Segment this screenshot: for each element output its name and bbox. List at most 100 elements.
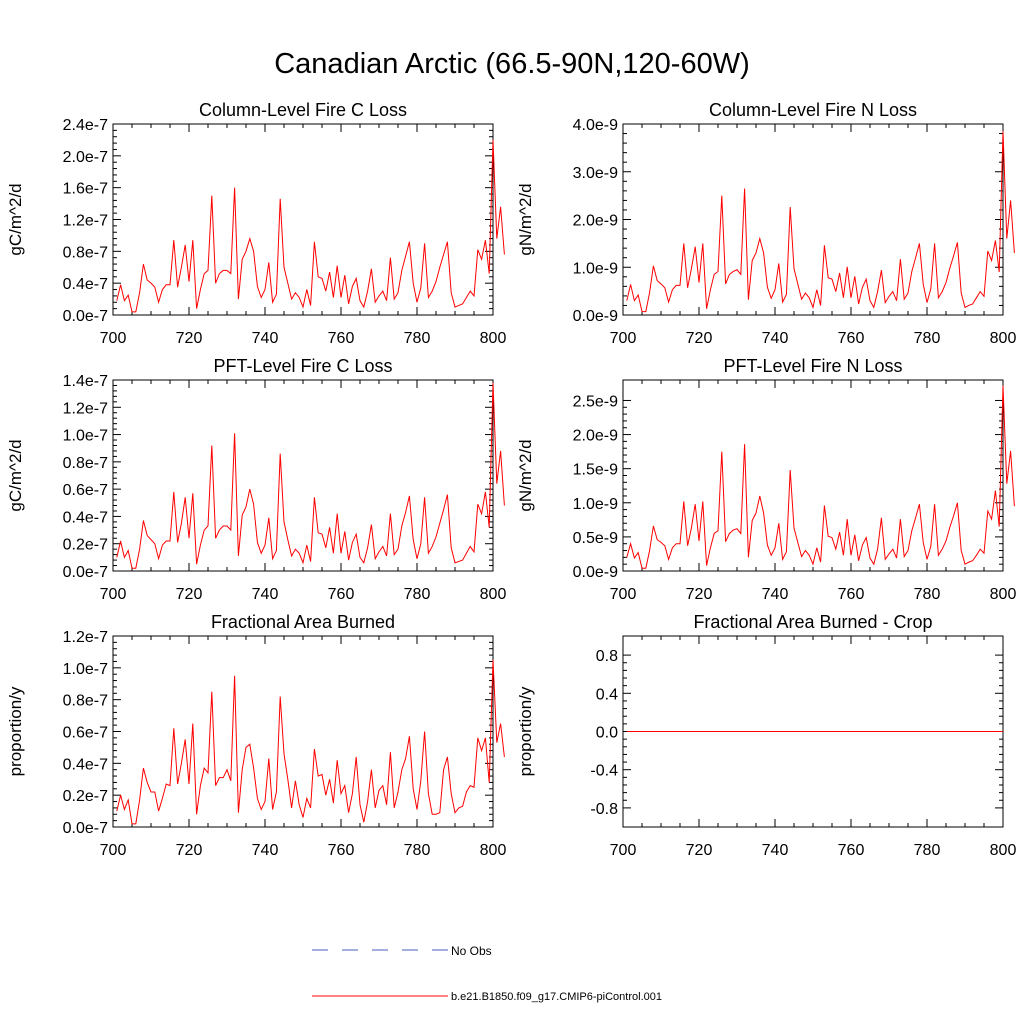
x-tick-label: 700	[610, 842, 637, 859]
y-tick-label: 1.0e-9	[573, 260, 618, 277]
x-tick-label: 800	[990, 842, 1017, 859]
y-tick-label: 0.5e-9	[573, 530, 618, 547]
y-tick-label: 0.4	[596, 686, 618, 703]
x-tick-label: 720	[686, 842, 713, 859]
x-tick-label: 780	[914, 842, 941, 859]
y-tick-label: 4.0e-9	[573, 117, 618, 134]
plot-frame	[622, 123, 1004, 316]
y-tick-label: 0.2e-7	[63, 788, 108, 805]
y-tick-label: 0.6e-7	[63, 725, 108, 742]
series-line	[626, 131, 1015, 313]
x-tick-label: 700	[100, 586, 127, 603]
chart-panel-4: PFT-Level Fire N Loss gN/m^2/d 700 720 740 76…	[516, 356, 1016, 603]
x-tick-label: 760	[838, 842, 865, 859]
y-tick-label: 0.0e-9	[573, 564, 618, 581]
x-tick-label: 800	[990, 330, 1017, 347]
x-tick-label: 720	[176, 842, 203, 859]
x-tick-label: 800	[480, 330, 507, 347]
y-tick-label: 2.4e-7	[63, 117, 108, 134]
x-tick-label: 720	[176, 586, 203, 603]
y-tick-label: 1.2e-7	[63, 629, 108, 646]
x-tick-label: 700	[610, 586, 637, 603]
y-tick-label: 1.0e-7	[63, 661, 108, 678]
chart-panel-6: Fractional Area Burned - Crop proportion/…	[516, 612, 1016, 859]
y-tick-label: 0.4e-7	[63, 276, 108, 293]
y-tick-label: 1.2e-7	[63, 400, 108, 417]
y-tick-label: 2.5e-9	[573, 393, 618, 410]
x-tick-label: 700	[100, 330, 127, 347]
x-tick-label: 740	[252, 586, 279, 603]
chart-panel-1: Column-Level Fire C Loss gC/m^2/d 700 720 74…	[6, 100, 506, 347]
plot-frame	[112, 635, 494, 828]
x-tick-label: 800	[480, 586, 507, 603]
y-axis-label: proportion/y	[6, 686, 25, 776]
series-line	[626, 385, 1015, 569]
y-tick-label: 0.4e-7	[63, 509, 108, 526]
y-tick-label: -0.4	[590, 763, 618, 780]
y-tick-label: 0.8e-7	[63, 693, 108, 710]
y-tick-label: 0.0e-7	[63, 820, 108, 837]
x-tick-label: 700	[100, 842, 127, 859]
x-tick-label: 740	[252, 842, 279, 859]
figure-title: Canadian Arctic (66.5-90N,120-60W)	[274, 48, 750, 80]
x-tick-label: 720	[686, 586, 713, 603]
y-tick-label: 0.0e-7	[63, 564, 108, 581]
y-tick-label: 0.2e-7	[63, 537, 108, 554]
y-axis-label: proportion/y	[516, 686, 535, 776]
panels: Column-Level Fire C Loss gC/m^2/d 700 720 74…	[6, 100, 1016, 859]
panel-title: Column-Level Fire C Loss	[199, 100, 407, 120]
y-tick-label: 1.0e-9	[573, 496, 618, 513]
y-axis-label: gC/m^2/d	[6, 439, 25, 511]
y-tick-label: 1.2e-7	[63, 213, 108, 230]
x-tick-label: 720	[686, 330, 713, 347]
legend: No Obs b.e21.B1850.f09_g17.CMIP6-piContr…	[312, 944, 662, 1003]
y-tick-label: 2.0e-9	[573, 428, 618, 445]
x-tick-label: 760	[328, 586, 355, 603]
y-tick-label: 1.6e-7	[63, 181, 108, 198]
y-tick-label: 2.0e-9	[573, 213, 618, 230]
plot-frame	[112, 123, 494, 316]
x-tick-label: 800	[480, 842, 507, 859]
x-tick-label: 720	[176, 330, 203, 347]
series-line	[116, 382, 505, 569]
x-tick-label: 780	[914, 330, 941, 347]
x-tick-label: 760	[838, 330, 865, 347]
y-tick-label: 0.8e-7	[63, 244, 108, 261]
y-tick-label: 0.8e-7	[63, 455, 108, 472]
x-tick-label: 740	[762, 330, 789, 347]
panel-title: PFT-Level Fire N Loss	[723, 356, 902, 376]
y-axis-label: gN/m^2/d	[516, 439, 535, 511]
x-tick-label: 780	[404, 842, 431, 859]
y-tick-label: -0.8	[590, 801, 618, 818]
panel-title: PFT-Level Fire C Loss	[213, 356, 392, 376]
series-line	[116, 659, 505, 825]
chart-panel-5: Fractional Area Burned proportion/y 700 720…	[6, 612, 506, 859]
y-tick-label: 0.0	[596, 725, 618, 742]
y-tick-label: 0.8	[596, 648, 618, 665]
x-tick-label: 740	[252, 330, 279, 347]
x-tick-label: 760	[328, 330, 355, 347]
y-tick-label: 3.0e-9	[573, 165, 618, 182]
y-tick-label: 1.0e-7	[63, 428, 108, 445]
y-axis-label: gC/m^2/d	[6, 183, 25, 255]
series-line	[116, 139, 505, 313]
x-tick-label: 760	[838, 586, 865, 603]
y-axis-label: gN/m^2/d	[516, 183, 535, 255]
plot-frame	[112, 379, 494, 572]
x-tick-label: 780	[914, 586, 941, 603]
panel-title: Column-Level Fire N Loss	[709, 100, 917, 120]
panel-title: Fractional Area Burned - Crop	[693, 612, 932, 632]
legend-no-obs-label: No Obs	[451, 944, 492, 958]
x-tick-label: 740	[762, 586, 789, 603]
chart-panel-2: Column-Level Fire N Loss gN/m^2/d 700 720 74…	[516, 100, 1016, 347]
x-tick-label: 800	[990, 586, 1017, 603]
panel-title: Fractional Area Burned	[211, 612, 395, 632]
x-tick-label: 780	[404, 586, 431, 603]
x-tick-label: 740	[762, 842, 789, 859]
y-tick-label: 0.0e-9	[573, 308, 618, 325]
chart-panel-3: PFT-Level Fire C Loss gC/m^2/d 700 720 740 76…	[6, 356, 506, 603]
y-tick-label: 0.6e-7	[63, 482, 108, 499]
y-tick-label: 1.4e-7	[63, 373, 108, 390]
x-tick-label: 780	[404, 330, 431, 347]
legend-run-label: b.e21.B1850.f09_g17.CMIP6-piControl.001	[451, 991, 662, 1003]
